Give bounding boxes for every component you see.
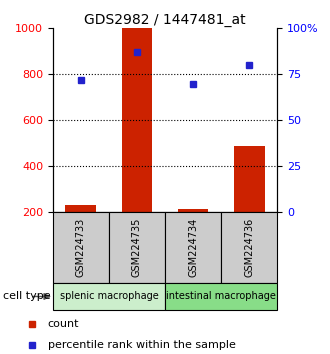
- Text: GSM224736: GSM224736: [244, 218, 254, 278]
- Bar: [165, 283, 277, 310]
- Text: count: count: [48, 319, 79, 329]
- Text: percentile rank within the sample: percentile rank within the sample: [48, 340, 236, 350]
- Bar: [121, 28, 152, 212]
- Text: GSM224734: GSM224734: [188, 218, 198, 278]
- Bar: [165, 212, 221, 283]
- Bar: [109, 212, 165, 283]
- Title: GDS2982 / 1447481_at: GDS2982 / 1447481_at: [84, 13, 246, 27]
- Bar: [53, 283, 165, 310]
- Text: GSM224733: GSM224733: [76, 218, 86, 278]
- Bar: [53, 212, 109, 283]
- Bar: [178, 209, 209, 212]
- Bar: [221, 212, 277, 283]
- Text: GSM224735: GSM224735: [132, 218, 142, 278]
- Text: intestinal macrophage: intestinal macrophage: [166, 291, 276, 302]
- Text: cell type: cell type: [3, 291, 51, 302]
- Text: splenic macrophage: splenic macrophage: [59, 291, 158, 302]
- Bar: [65, 205, 96, 212]
- Bar: [234, 146, 265, 212]
